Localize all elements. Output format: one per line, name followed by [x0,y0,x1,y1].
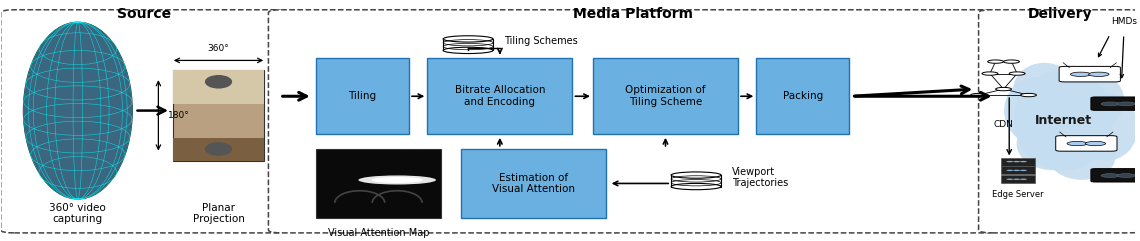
Circle shape [987,60,1003,63]
FancyBboxPatch shape [671,175,722,187]
FancyBboxPatch shape [173,70,263,104]
Text: Optimization of
Tiling Scheme: Optimization of Tiling Scheme [625,86,706,107]
Ellipse shape [205,75,233,89]
FancyBboxPatch shape [316,58,409,134]
FancyBboxPatch shape [443,39,492,50]
Circle shape [1101,102,1119,106]
FancyBboxPatch shape [1,10,286,233]
Text: CDN: CDN [994,120,1013,129]
Ellipse shape [443,36,492,42]
Ellipse shape [372,177,423,183]
FancyBboxPatch shape [462,149,606,218]
Circle shape [1013,179,1020,180]
Circle shape [1003,60,1019,63]
FancyBboxPatch shape [268,10,996,233]
Circle shape [1013,161,1020,162]
Circle shape [1020,93,1036,97]
FancyBboxPatch shape [1001,158,1035,166]
Circle shape [982,72,998,75]
Circle shape [1067,141,1088,146]
Ellipse shape [443,47,492,54]
FancyBboxPatch shape [1001,175,1035,183]
Circle shape [1007,170,1013,171]
Text: Estimation of
Visual Attention: Estimation of Visual Attention [492,173,576,194]
Text: Tiling: Tiling [349,91,376,101]
FancyBboxPatch shape [316,149,441,218]
Circle shape [1020,179,1027,180]
Circle shape [1070,72,1091,76]
FancyBboxPatch shape [173,70,263,161]
Text: Internet: Internet [1035,114,1092,127]
Circle shape [1013,170,1020,171]
Text: Packing: Packing [783,91,823,101]
FancyBboxPatch shape [173,138,263,161]
Ellipse shape [1075,94,1138,161]
Ellipse shape [384,178,410,181]
FancyBboxPatch shape [978,10,1140,233]
Ellipse shape [205,142,233,156]
Text: 180°: 180° [168,111,189,120]
Text: Delivery: Delivery [1028,7,1092,21]
Text: Planar
Projection: Planar Projection [193,202,244,224]
Text: Tiling Schemes: Tiling Schemes [504,36,578,46]
Circle shape [995,87,1011,91]
Ellipse shape [24,22,132,199]
Ellipse shape [671,183,722,190]
Circle shape [1009,72,1025,75]
Circle shape [1007,161,1013,162]
FancyBboxPatch shape [1056,136,1117,151]
Circle shape [970,93,986,97]
Circle shape [1007,179,1013,180]
Circle shape [1101,174,1119,177]
Text: 360° video
capturing: 360° video capturing [49,202,106,224]
Text: Visual Attention Map: Visual Attention Map [327,228,430,238]
Circle shape [1020,161,1027,162]
Circle shape [1089,72,1109,76]
Text: 360°: 360° [207,44,229,53]
FancyBboxPatch shape [1091,169,1140,182]
Text: Media Platform: Media Platform [572,7,693,21]
Ellipse shape [1013,70,1114,170]
Ellipse shape [1017,118,1090,170]
Text: HMDs: HMDs [1110,17,1137,27]
Text: Source: Source [116,7,171,21]
Ellipse shape [1048,132,1116,180]
FancyBboxPatch shape [428,58,572,134]
Circle shape [1117,174,1135,177]
FancyBboxPatch shape [1059,66,1121,82]
Text: Edge Server: Edge Server [993,190,1044,199]
Ellipse shape [1051,70,1124,132]
Text: Bitrate Allocation
and Encoding: Bitrate Allocation and Encoding [455,86,545,107]
FancyBboxPatch shape [1001,167,1035,174]
Circle shape [1117,102,1135,106]
FancyBboxPatch shape [593,58,738,134]
FancyBboxPatch shape [1091,97,1140,110]
Ellipse shape [671,172,722,178]
FancyBboxPatch shape [756,58,849,134]
Ellipse shape [358,175,435,185]
Circle shape [1020,170,1027,171]
Circle shape [1085,141,1106,146]
Text: Viewport
Trajectories: Viewport Trajectories [732,167,789,188]
Ellipse shape [1013,63,1075,115]
Ellipse shape [1004,77,1067,144]
